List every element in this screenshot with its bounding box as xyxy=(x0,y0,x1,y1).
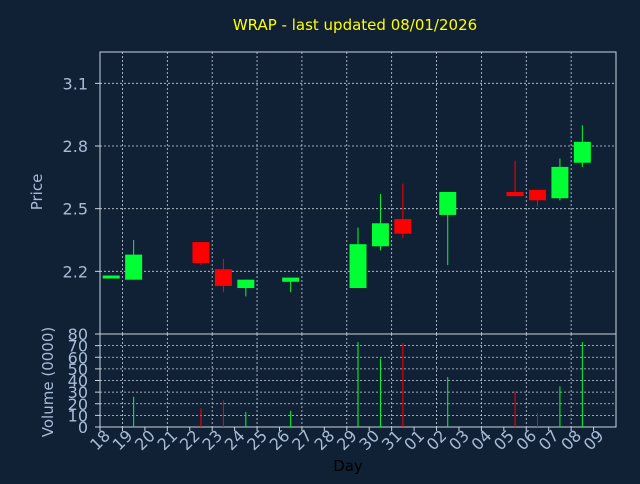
price-tick-label: 2.5 xyxy=(63,200,88,219)
candle-31 xyxy=(394,183,412,238)
volume-axis-label: Volume (0000) xyxy=(39,327,57,437)
candle-body xyxy=(349,244,367,289)
candle-body xyxy=(371,223,389,247)
x-axis-label: Day xyxy=(333,457,363,475)
candle-23 xyxy=(214,258,232,293)
candle-07 xyxy=(551,158,569,201)
volume-tick-label: 40 xyxy=(68,372,88,391)
candle-26 xyxy=(282,277,300,293)
candle-24 xyxy=(237,279,255,297)
candle-18 xyxy=(102,275,120,279)
volume-tick-label: 60 xyxy=(68,348,88,367)
candle-body xyxy=(282,277,300,282)
candle-body xyxy=(192,242,210,263)
price-tick-label: 2.8 xyxy=(63,137,88,156)
candle-body xyxy=(214,269,232,286)
candle-body xyxy=(237,279,255,289)
candle-body xyxy=(439,191,457,215)
candle-05 xyxy=(506,160,524,197)
candle-body xyxy=(394,219,412,234)
candle-body xyxy=(102,275,120,279)
candle-body xyxy=(528,189,546,201)
candle-19 xyxy=(125,240,143,280)
candle-22 xyxy=(192,242,210,266)
candle-06 xyxy=(528,189,546,207)
volume-tick-label: 30 xyxy=(68,383,88,402)
candle-body xyxy=(506,191,524,197)
candle-30 xyxy=(371,194,389,251)
candle-29 xyxy=(349,227,367,289)
volume-tick-label: 10 xyxy=(68,406,88,425)
volume-panel: 0102030405060708018192021222324252627282… xyxy=(68,325,617,454)
candle-body xyxy=(573,141,591,163)
volume-tick-label: 70 xyxy=(68,337,88,356)
volume-tick-label: 0 xyxy=(78,418,88,437)
volume-tick-label: 80 xyxy=(68,325,88,344)
price-panel: 2.2 2.5 2.8 3.1 xyxy=(63,51,617,335)
candle-08 xyxy=(573,125,591,167)
price-axis-label: Price xyxy=(28,174,46,211)
volume-tick-label: 20 xyxy=(68,395,88,414)
candle-body xyxy=(551,166,569,199)
volume-tick-label: 50 xyxy=(68,360,88,379)
candle-body xyxy=(125,254,143,280)
x-tick-label: 09 xyxy=(580,426,608,454)
candle-02 xyxy=(439,191,457,266)
price-tick-label: 2.2 xyxy=(63,262,88,281)
chart-title: WRAP - last updated 08/01/2026 xyxy=(233,16,477,34)
price-tick-label: 3.1 xyxy=(63,74,88,93)
